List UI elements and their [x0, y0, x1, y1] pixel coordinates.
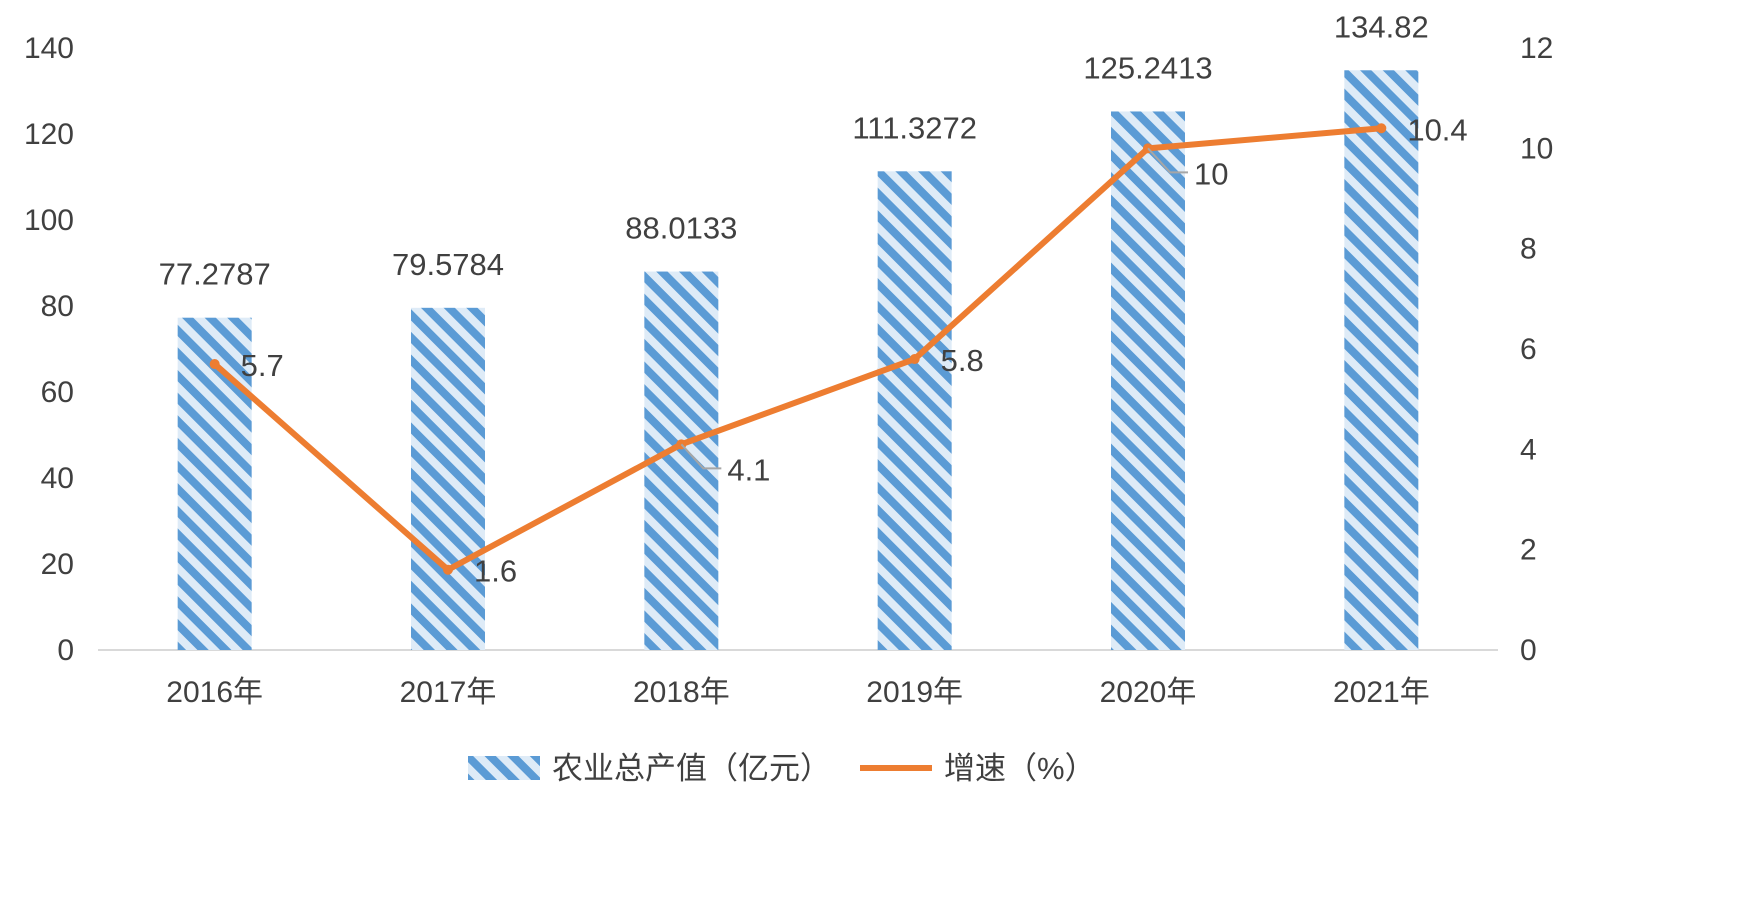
y-right-tick-label: 10	[1520, 132, 1553, 165]
line-data-label: 4.1	[727, 452, 770, 487]
bar-data-label: 134.82	[1334, 9, 1429, 44]
line-data-label: 10	[1194, 156, 1228, 191]
growth-point	[443, 564, 453, 575]
legend-bar-swatch	[468, 756, 540, 780]
y-right-tick-label: 4	[1520, 433, 1537, 466]
leader-line	[680, 443, 722, 470]
legend-bar-label: 农业总产值（亿元）	[552, 751, 831, 786]
bars-layer	[177, 70, 1419, 651]
y-right-tick-label: 2	[1520, 534, 1537, 567]
y-right-tick-label: 6	[1520, 333, 1537, 366]
growth-point	[1376, 123, 1387, 134]
bar	[1111, 111, 1185, 651]
bar-data-label: 77.2787	[159, 257, 271, 292]
bar	[877, 171, 952, 651]
y-left-tick-label: 0	[57, 634, 74, 667]
growth-point	[909, 354, 920, 365]
bar-data-label: 79.5784	[392, 247, 504, 282]
x-tick-label: 2019年	[866, 676, 963, 709]
bar-data-label: 88.0133	[625, 211, 737, 246]
data-labels-layer: 77.2787 79.5784 88.0133 111.3272 125.2413 134…	[159, 9, 1468, 588]
x-tick-label: 2018年	[633, 676, 730, 709]
legend-line-label: 增速（%）	[944, 751, 1096, 786]
bar	[177, 317, 252, 650]
x-tick-label: 2016年	[166, 676, 263, 709]
bar-data-label: 125.2413	[1083, 50, 1212, 85]
x-tick-label: 2017年	[400, 676, 497, 709]
y-left-tick-label: 140	[24, 32, 74, 65]
leader-line	[1147, 147, 1188, 174]
y-left-tick-label: 60	[41, 376, 74, 409]
bar	[411, 307, 485, 650]
line-data-label: 5.7	[241, 348, 284, 383]
x-tick-label: 2021年	[1333, 676, 1430, 709]
axes-layer: 0 20 40 60 80 100 120 140 0 2 4 6 8 10 12 2016年 2017年 201…	[24, 32, 1553, 709]
y-left-tick-label: 120	[24, 118, 74, 151]
line-data-label: 10.4	[1407, 112, 1467, 147]
y-right-tick-label: 8	[1520, 233, 1537, 266]
line-data-label: 1.6	[474, 554, 517, 589]
y-left-tick-label: 40	[41, 462, 74, 495]
y-left-tick-label: 80	[41, 290, 74, 323]
growth-point	[209, 359, 220, 370]
x-tick-label: 2020年	[1100, 676, 1197, 709]
bar	[1344, 70, 1419, 651]
bar-data-label: 111.3272	[852, 110, 977, 145]
y-right-tick-label: 0	[1520, 634, 1537, 667]
y-left-tick-label: 100	[24, 204, 74, 237]
y-left-tick-label: 20	[41, 548, 74, 581]
line-data-label: 5.8	[941, 343, 984, 378]
y-right-tick-label: 12	[1520, 32, 1553, 65]
legend: 农业总产值（亿元） 增速（%）	[468, 751, 1096, 786]
growth-line	[211, 125, 1385, 573]
